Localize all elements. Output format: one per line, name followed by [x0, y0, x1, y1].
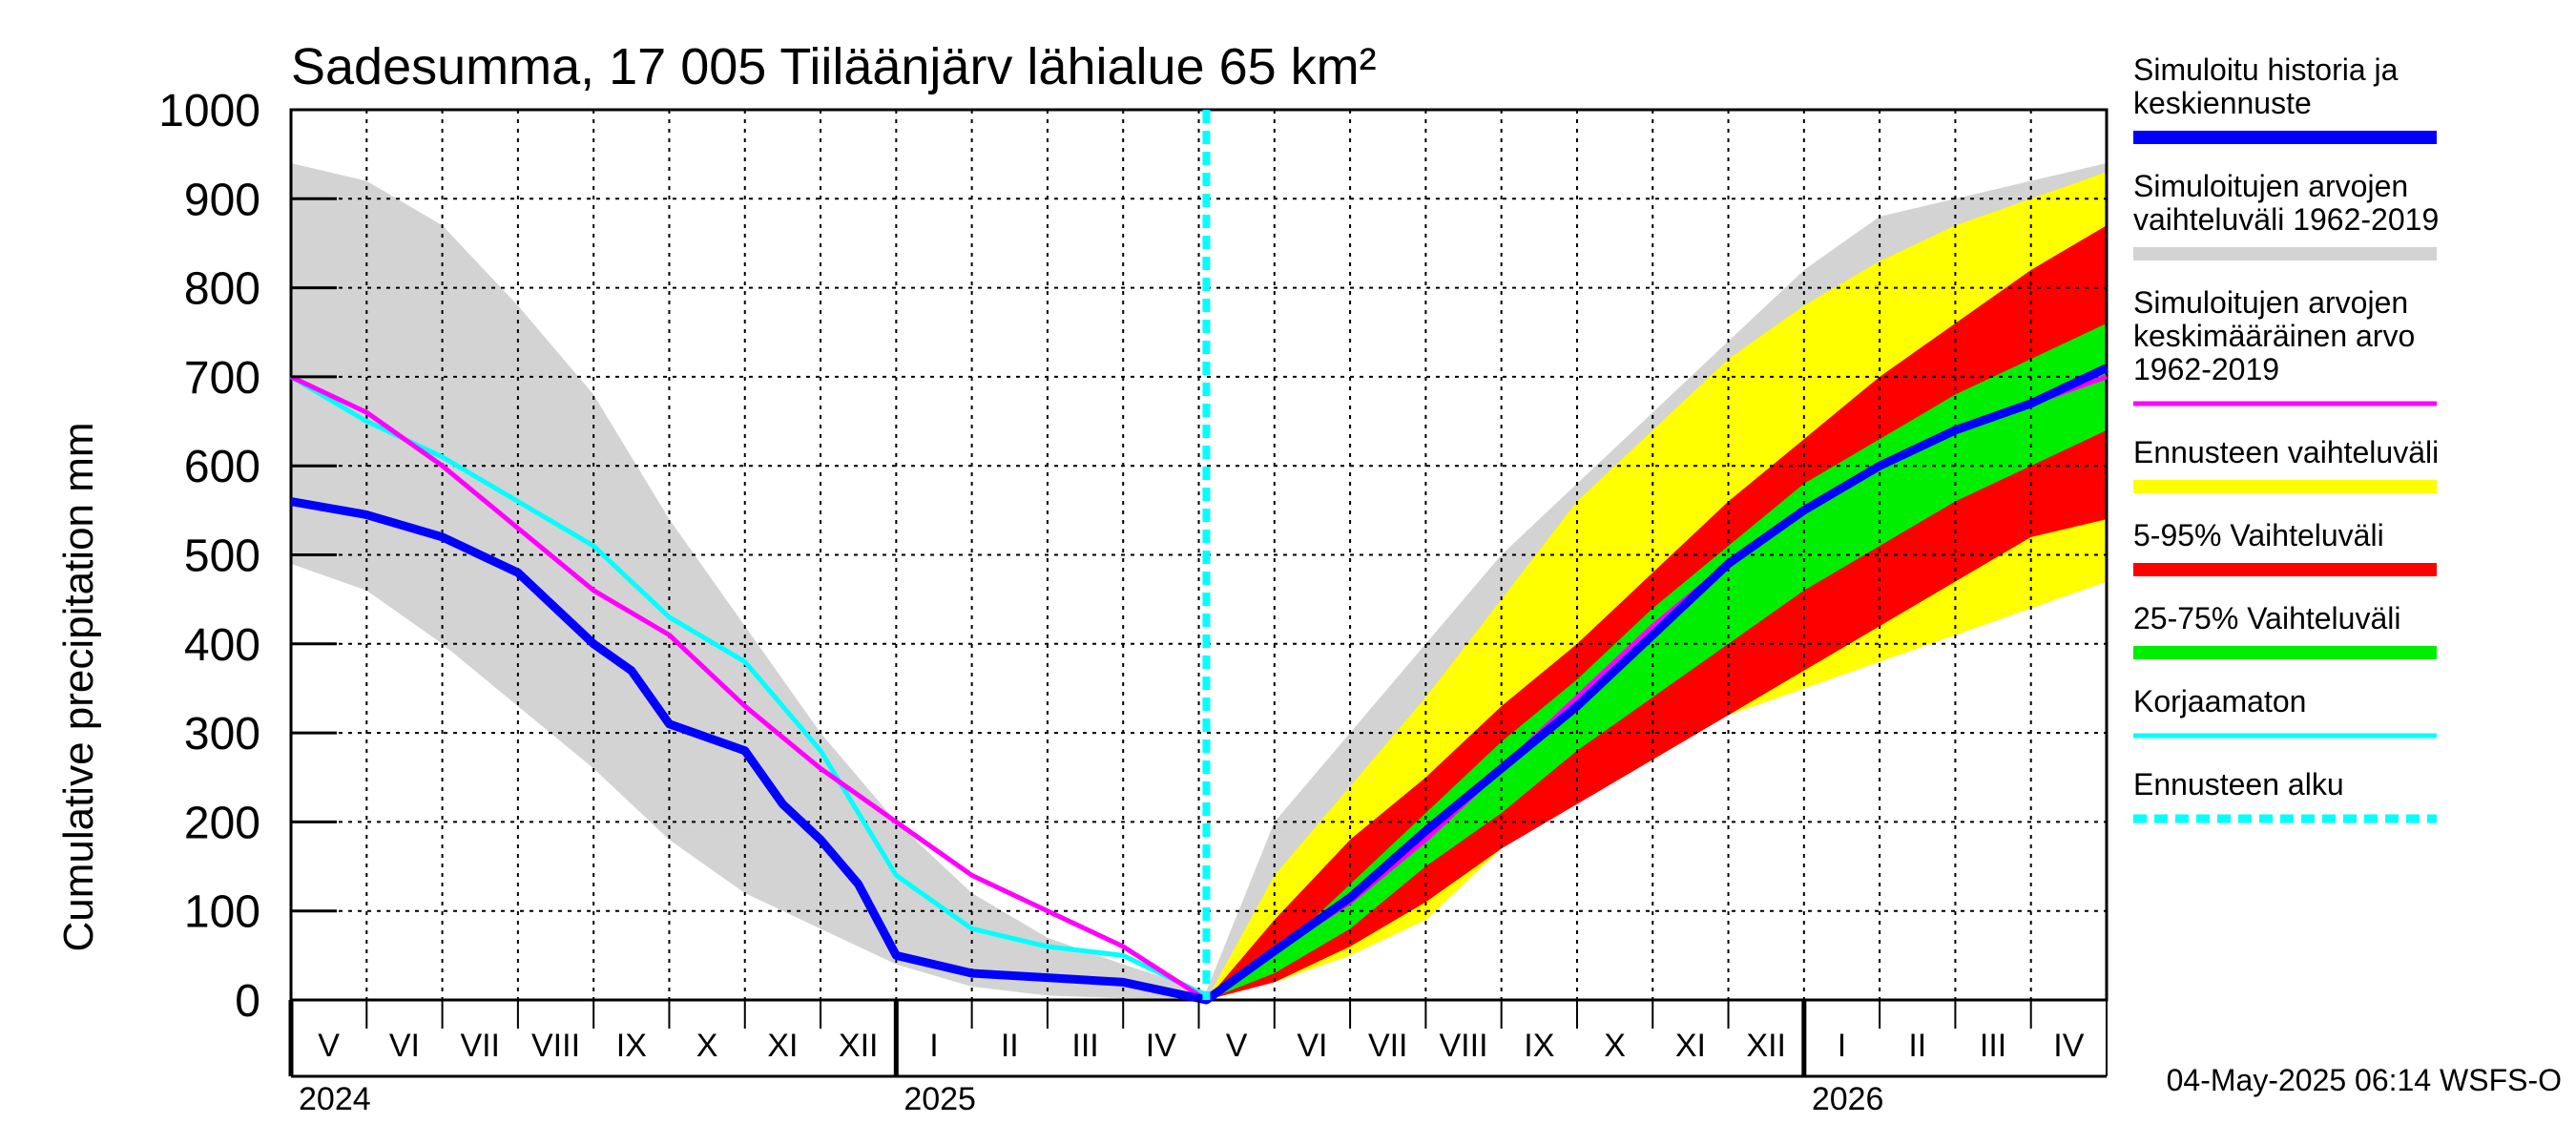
month-label-1: VI — [389, 1028, 420, 1064]
y-tick-label-3: 300 — [184, 709, 260, 760]
y-tick-label-9: 900 — [184, 175, 260, 225]
series-lines — [289, 110, 2109, 1005]
month-label-16: IX — [1524, 1028, 1554, 1064]
y-tick-label-4: 400 — [184, 620, 260, 671]
legend-item-mean: Simuloitujen arvojen keskimääräinen arvo … — [2133, 285, 2437, 406]
legend-label-p25_75: 25-75% Vaihteluväli — [2133, 601, 2400, 635]
legend-item-forecast_range: Ennusteen vaihteluväli — [2133, 435, 2439, 493]
month-label-3: VIII — [531, 1028, 580, 1064]
y-axis-label: Cumulative precipitation mm — [55, 422, 102, 951]
month-label-4: IX — [616, 1028, 647, 1064]
legend-label-forecast_range: Ennusteen vaihteluväli — [2133, 435, 2439, 469]
y-tick-label-6: 600 — [184, 442, 260, 492]
legend-label-start: Ennusteen alku — [2133, 767, 2344, 802]
month-label-6: XI — [767, 1028, 798, 1064]
month-label-18: XI — [1675, 1028, 1706, 1064]
year-label-2: 2026 — [1812, 1081, 1884, 1117]
line-korjaamaton — [289, 374, 1208, 998]
month-label-20: I — [1838, 1028, 1846, 1064]
year-label-0: 2024 — [299, 1081, 371, 1117]
month-label-5: X — [696, 1028, 718, 1064]
line-history — [290, 364, 2109, 1005]
month-label-23: IV — [2053, 1028, 2084, 1064]
legend-label-history: Simuloitu historia ja keskiennuste — [2133, 52, 2399, 120]
y-tick-label-2: 200 — [184, 798, 260, 848]
y-tick-label-8: 800 — [184, 264, 260, 315]
month-label-15: VIII — [1440, 1028, 1488, 1064]
legend-item-korjaamaton: Korjaamaton — [2133, 684, 2437, 739]
legend: Simuloitu historia ja keskiennuste Simuloi… — [2133, 52, 2439, 823]
year-label-1: 2025 — [904, 1081, 976, 1117]
month-label-9: II — [1001, 1028, 1019, 1064]
month-label-19: XII — [1746, 1028, 1786, 1064]
month-label-8: I — [929, 1028, 938, 1064]
month-label-12: V — [1226, 1028, 1248, 1064]
month-label-13: VI — [1297, 1028, 1327, 1064]
y-tick-label-5: 500 — [184, 531, 260, 582]
month-label-2: VII — [460, 1028, 500, 1064]
month-label-21: II — [1908, 1028, 1926, 1064]
legend-item-p25_75: 25-75% Vaihteluväli — [2133, 601, 2437, 659]
legend-label-hist_range: Simuloitujen arvojen vaihteluväli 1962-20… — [2133, 169, 2439, 237]
y-tick-label-1: 100 — [184, 887, 260, 938]
timestamp-footer: 04-May-2025 06:14 WSFS-O — [2167, 1063, 2562, 1097]
legend-item-start: Ennusteen alku — [2133, 767, 2437, 823]
month-label-17: X — [1604, 1028, 1626, 1064]
legend-label-korjaamaton: Korjaamaton — [2133, 684, 2306, 718]
x-axis: V VI VII VIII IX X XI XII I II III IV V VI VII VIII IX X X… — [288, 1000, 2108, 1117]
legend-item-hist_range: Simuloitujen arvojen vaihteluväli 1962-20… — [2133, 169, 2439, 260]
y-tick-label-0: 0 — [235, 976, 260, 1027]
month-label-22: III — [1980, 1028, 2006, 1064]
y-tick-label-7: 700 — [184, 353, 260, 404]
legend-label-p5_95: 5-95% Vaihteluväli — [2133, 518, 2384, 552]
month-label-10: III — [1071, 1028, 1098, 1064]
month-label-14: VII — [1368, 1028, 1408, 1064]
legend-label-mean: Simuloitujen arvojen keskimääräinen arvo … — [2133, 285, 2423, 386]
chart-title: Sadesumma, 17 005 Tiiläänjärv lähialue 6… — [291, 38, 1377, 95]
y-axis: 0 100 200 300 400 500 600 700 800 900 1000 — [158, 86, 337, 1027]
month-label-11: IV — [1146, 1028, 1176, 1064]
month-label-7: XII — [839, 1028, 879, 1064]
y-tick-label-10: 1000 — [158, 86, 260, 136]
legend-item-history: Simuloitu historia ja keskiennuste — [2133, 52, 2437, 144]
legend-item-p5_95: 5-95% Vaihteluväli — [2133, 518, 2437, 576]
month-label-0: V — [318, 1028, 340, 1064]
